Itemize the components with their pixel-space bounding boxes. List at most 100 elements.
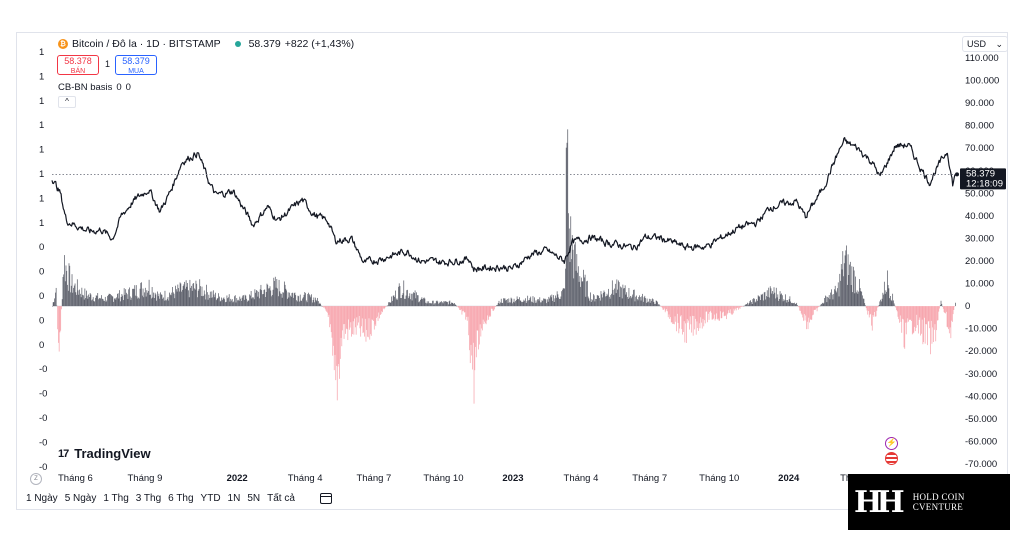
basis-bar: [877, 306, 879, 308]
basis-bar: [738, 306, 740, 308]
basis-bar: [52, 306, 53, 307]
basis-bar: [525, 303, 527, 307]
event-lightning-icon[interactable]: ⚡: [885, 437, 898, 450]
basis-bar: [569, 261, 571, 307]
basis-bar: [923, 306, 925, 343]
basis-bar: [786, 302, 788, 307]
period-button[interactable]: 1 Thg: [103, 493, 129, 504]
basis-bar: [169, 292, 170, 307]
basis-bar: [771, 293, 773, 307]
basis-bar: [853, 270, 855, 307]
basis-bar: [273, 277, 275, 307]
basis-bar: [378, 306, 380, 313]
basis-bar: [227, 298, 229, 307]
collapse-legend-button[interactable]: ^: [58, 96, 76, 108]
buy-button[interactable]: 58.379 MUA: [115, 55, 157, 75]
basis-bar: [676, 306, 677, 332]
period-button[interactable]: 3 Thg: [135, 493, 162, 504]
calendar-range-icon[interactable]: [319, 493, 332, 504]
basis-bar: [317, 297, 318, 307]
basis-bar: [262, 293, 264, 307]
basis-bar: [488, 306, 490, 317]
basis-bar: [172, 287, 173, 307]
basis-bar: [903, 306, 905, 348]
basis-bar: [607, 295, 609, 307]
basis-bar: [635, 296, 637, 307]
basis-bar: [867, 306, 869, 315]
basis-bar: [528, 300, 530, 307]
period-button[interactable]: 1 Ngày: [26, 493, 58, 504]
basis-bar: [85, 298, 86, 307]
basis-bar: [315, 299, 317, 307]
basis-bar: [86, 290, 87, 307]
basis-bar: [132, 288, 134, 307]
symbol-title[interactable]: Bitcoin / Đô la · 1D · BITSTAMP: [72, 38, 221, 50]
basis-bar: [865, 305, 866, 307]
period-button[interactable]: Tất cả: [267, 493, 295, 504]
basis-bar: [163, 297, 164, 307]
basis-bar: [371, 306, 373, 320]
basis-bar: [217, 297, 219, 307]
basis-bar: [766, 290, 768, 307]
basis-bar: [450, 304, 451, 307]
timezone-zoom-icon[interactable]: Z: [30, 473, 42, 485]
basis-bar: [525, 298, 526, 307]
basis-bar: [330, 306, 331, 325]
basis-bar: [345, 306, 347, 329]
basis-bar: [859, 288, 861, 307]
currency-selector[interactable]: USD ⌄: [962, 36, 1008, 52]
basis-bar: [925, 306, 927, 325]
sell-button[interactable]: 58.378 BÁN: [57, 55, 99, 75]
basis-bar: [349, 306, 351, 328]
period-button[interactable]: 5 Ngày: [64, 493, 97, 504]
buy-label: MUA: [128, 68, 144, 75]
basis-bar: [438, 303, 440, 307]
basis-bar: [75, 292, 77, 307]
basis-bar: [229, 301, 231, 307]
period-button[interactable]: YTD: [200, 493, 221, 504]
basis-bar: [82, 294, 83, 307]
basis-bar: [930, 306, 932, 321]
basis-bar: [207, 299, 209, 307]
basis-bar: [621, 298, 623, 307]
basis-bar: [326, 306, 328, 312]
basis-bar: [106, 300, 108, 307]
period-button[interactable]: 6 Thg: [168, 493, 194, 504]
basis-bar: [157, 291, 158, 307]
basis-bar: [164, 290, 166, 307]
basis-bar: [869, 306, 871, 315]
basis-bar: [455, 305, 457, 307]
basis-bar: [636, 295, 637, 307]
left-axis-label: 1: [39, 71, 44, 82]
basis-bar: [808, 306, 810, 318]
event-us-flag-icon[interactable]: [885, 452, 898, 465]
period-button[interactable]: 5N: [247, 493, 261, 504]
basis-bar: [729, 306, 730, 313]
basis-bar: [886, 292, 887, 307]
basis-bar: [417, 295, 419, 307]
basis-bar: [862, 295, 863, 307]
basis-bar: [654, 303, 655, 307]
basis-bar: [133, 288, 135, 307]
basis-bar: [772, 294, 774, 307]
y-tick-label: -30.000: [965, 369, 997, 380]
basis-bar: [571, 235, 573, 307]
basis-bar: [260, 284, 262, 307]
basis-bar: [198, 289, 200, 307]
basis-bar: [592, 300, 594, 307]
basis-bar: [680, 306, 682, 316]
basis-bar: [200, 295, 202, 307]
basis-bar: [355, 306, 356, 328]
basis-bar: [178, 291, 180, 307]
basis-bar: [833, 294, 835, 307]
basis-bar: [420, 299, 421, 307]
basis-bar: [602, 292, 604, 307]
tradingview-logo[interactable]: 17 TradingView: [58, 446, 151, 461]
period-button[interactable]: 1N: [227, 493, 241, 504]
indicator-legend[interactable]: CB-BN basis 0 0: [58, 82, 131, 93]
basis-bar: [922, 306, 924, 345]
basis-bar: [837, 282, 839, 307]
x-tick-label: Tháng 10: [423, 473, 463, 484]
basis-bar: [863, 298, 865, 307]
